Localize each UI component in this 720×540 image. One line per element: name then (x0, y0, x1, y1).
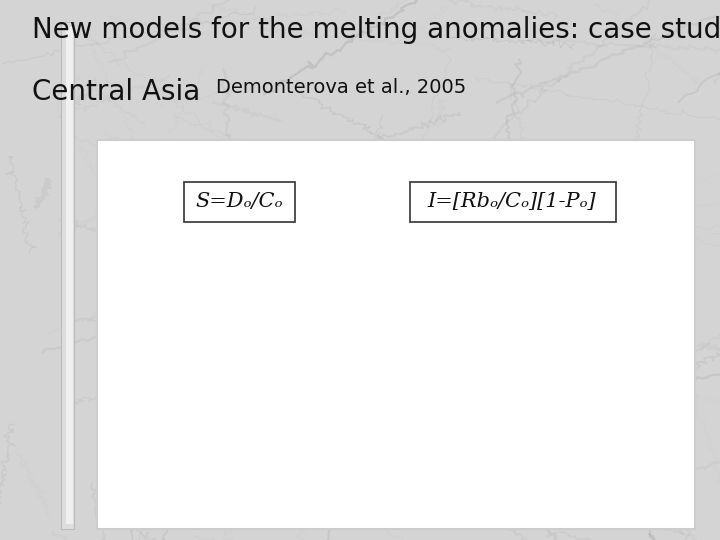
Text: I=[Rbₒ/Cₒ][1-Pₒ]: I=[Rbₒ/Cₒ][1-Pₒ] (427, 192, 595, 212)
Bar (66, 27, 73, 524)
Text: S=Dₒ/Cₒ: S=Dₒ/Cₒ (195, 192, 283, 212)
FancyBboxPatch shape (97, 140, 695, 529)
FancyBboxPatch shape (184, 182, 295, 222)
FancyBboxPatch shape (410, 182, 616, 222)
Bar (61, 22, 74, 529)
Text: Central Asia: Central Asia (32, 78, 201, 106)
Text: Demonterova et al., 2005: Demonterova et al., 2005 (216, 78, 467, 97)
Text: New models for the melting anomalies: case studies: New models for the melting anomalies: ca… (32, 16, 720, 44)
